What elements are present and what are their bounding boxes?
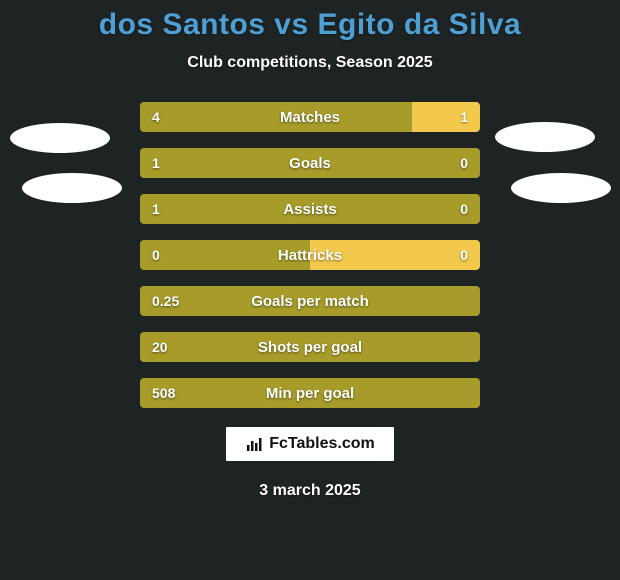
stat-row: 0.25Goals per match <box>140 286 480 316</box>
chart-icon <box>245 435 263 453</box>
comparison-infographic: dos Santos vs Egito da Silva Club compet… <box>0 0 620 580</box>
stat-bar-right <box>412 102 480 132</box>
team-ellipse <box>10 123 110 153</box>
stat-bar-left <box>140 194 480 224</box>
stat-row: 508Min per goal <box>140 378 480 408</box>
stat-bar-left <box>140 240 310 270</box>
team-ellipse <box>22 173 122 203</box>
stat-row: 10Goals <box>140 148 480 178</box>
stat-bar-left <box>140 332 480 362</box>
stat-bar-right <box>310 240 480 270</box>
stat-row: 10Assists <box>140 194 480 224</box>
stat-bars: 41Matches 10Goals 10Assists 00Hattricks 0.25… <box>140 102 480 408</box>
stat-row: 41Matches <box>140 102 480 132</box>
stat-bar-left <box>140 286 480 316</box>
page-title: dos Santos vs Egito da Silva <box>0 8 620 42</box>
branding-box: FcTables.com <box>225 426 395 462</box>
stat-row: 20Shots per goal <box>140 332 480 362</box>
stat-row: 00Hattricks <box>140 240 480 270</box>
branding-text: FcTables.com <box>269 435 375 453</box>
page-subtitle: Club competitions, Season 2025 <box>0 54 620 72</box>
team-ellipse <box>511 173 611 203</box>
stat-bar-left <box>140 102 412 132</box>
date-label: 3 march 2025 <box>0 482 620 500</box>
stat-bar-left <box>140 378 480 408</box>
team-ellipse <box>495 122 595 152</box>
stat-bar-left <box>140 148 480 178</box>
